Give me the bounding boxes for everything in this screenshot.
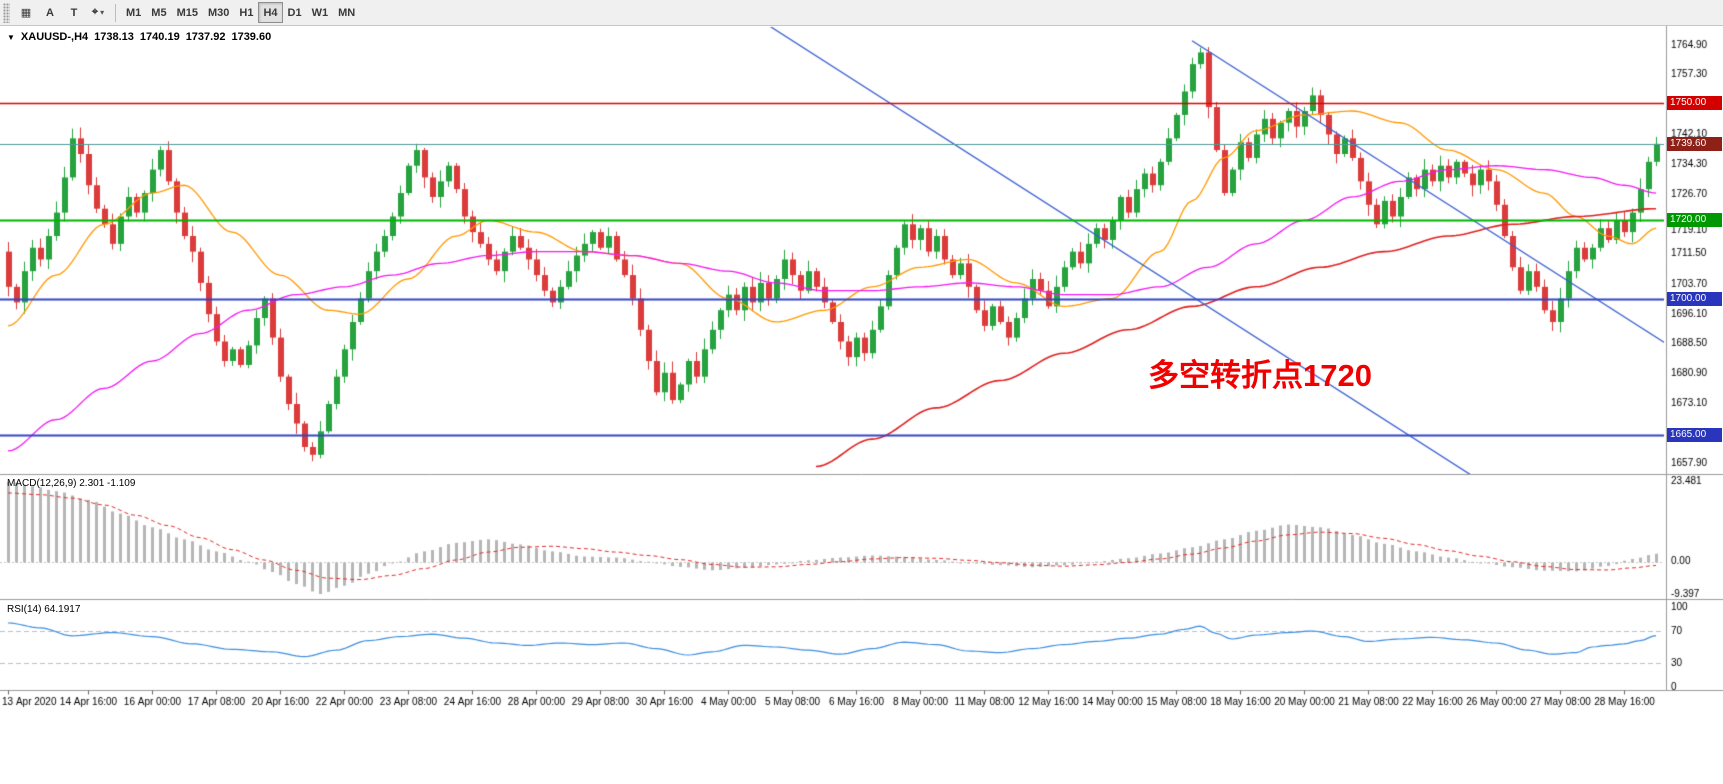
text-annotation-button[interactable]: A xyxy=(38,2,62,23)
timeframe-mn-button[interactable]: MN xyxy=(333,2,361,23)
timeframe-m5-button[interactable]: M5 xyxy=(146,2,172,23)
grid-icon: ▦ xyxy=(20,7,32,19)
timeframe-group: M1 M5 M15 M30 H1 H4 D1 W1 MN xyxy=(121,2,361,23)
crosshair-tool-button[interactable]: ⌖ ▾ xyxy=(86,2,110,23)
top-toolbar: ▦ A T ⌖ ▾ M1 M5 M15 M30 H1 H4 D1 W1 MN xyxy=(0,0,1723,26)
timeframe-m15-button[interactable]: M15 xyxy=(171,2,203,23)
crosshair-icon: ⌖ xyxy=(91,6,99,18)
ohlc-low: 1737.92 xyxy=(185,31,226,43)
chart-annotation-text[interactable]: 多空转折点1720 xyxy=(1148,358,1372,393)
timeframe-d1-button[interactable]: D1 xyxy=(282,2,307,23)
text-label-button[interactable]: T xyxy=(62,2,86,23)
chevron-down-icon: ▾ xyxy=(100,8,105,17)
chart-canvas[interactable] xyxy=(0,26,1723,784)
timeframe-m1-button[interactable]: M1 xyxy=(121,2,147,23)
price-badge-1665: 1665.00 xyxy=(1667,428,1722,443)
price-badge-current: 1739.60 xyxy=(1667,136,1722,151)
price-badge-1700: 1700.00 xyxy=(1667,291,1722,306)
rsi-indicator-label: RSI(14) 64.1917 xyxy=(7,604,81,615)
price-badge-1750: 1750.00 xyxy=(1667,96,1722,111)
symbol-dropdown-icon[interactable]: ▼ xyxy=(7,32,15,42)
ohlc-open: 1738.13 xyxy=(94,31,134,43)
chart-grid-button[interactable]: ▦ xyxy=(14,2,38,23)
timeframe-w1-button[interactable]: W1 xyxy=(306,2,334,23)
chart-symbol-period: XAUUSD-,H4 xyxy=(20,31,89,43)
chart-title: ▼ XAUUSD-,H4 1738.13 1740.19 1737.92 173… xyxy=(7,31,271,43)
timeframe-h4-button[interactable]: H4 xyxy=(258,2,283,23)
price-badge-1720: 1720.00 xyxy=(1667,213,1722,228)
toolbar-drag-handle[interactable] xyxy=(3,2,10,23)
chart-window: ▼ XAUUSD-,H4 1738.13 1740.19 1737.92 173… xyxy=(0,26,1723,784)
ohlc-close: 1739.60 xyxy=(231,31,272,43)
timeframe-m30-button[interactable]: M30 xyxy=(202,2,235,23)
toolbar-separator xyxy=(115,3,116,22)
timeframe-h1-button[interactable]: H1 xyxy=(234,2,259,23)
ohlc-high: 1740.19 xyxy=(139,31,180,43)
macd-indicator-label: MACD(12,26,9) 2.301 -1.109 xyxy=(7,478,136,489)
